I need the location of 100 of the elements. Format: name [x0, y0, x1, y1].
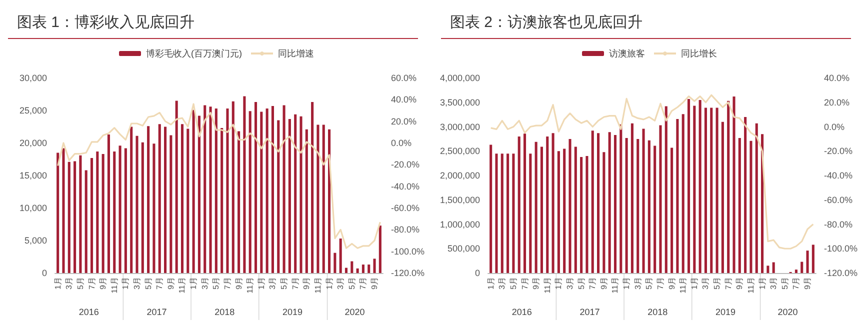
chart-title: 图表 1：博彩收入见底回升 [17, 14, 195, 31]
bar [141, 142, 144, 273]
x-tick-label: 7月 [222, 277, 232, 290]
x-tick-label: 5月 [76, 277, 85, 290]
x-tick-label: 3月 [769, 277, 778, 290]
bar [625, 138, 628, 273]
x-tick-label: 7月 [358, 277, 368, 290]
bar [568, 138, 572, 273]
bar [192, 110, 195, 273]
line-series [57, 103, 381, 249]
bar [512, 154, 515, 273]
y2-tick-label: 0.0% [391, 138, 412, 148]
bar [490, 144, 492, 273]
x-tick-label: 1月 [758, 277, 767, 290]
x-tick-label: 9月 [735, 277, 744, 290]
x-tick-label: 9月 [370, 277, 380, 290]
text: 2020 [344, 307, 365, 317]
y2-tick-label: -60.0% [824, 194, 853, 205]
text: 2016 [78, 307, 99, 317]
bar [147, 126, 150, 273]
bar [316, 124, 320, 273]
bar [62, 148, 65, 273]
y2-tick-label: 0.0% [824, 122, 845, 132]
bar [175, 100, 178, 273]
x-tick-label: 1月 [486, 277, 496, 290]
y-tick-label: 30,000 [19, 73, 47, 83]
bar [591, 130, 594, 273]
y2-tick-label: -100.0% [391, 246, 425, 256]
y2-tick-label: 60.0% [391, 73, 417, 83]
x-tick-label: 7月 [792, 277, 801, 290]
x-tick-label: 5月 [280, 277, 289, 290]
y2-tick-label: -60.0% [391, 203, 420, 213]
bar [563, 148, 566, 273]
bar [812, 244, 814, 273]
bar [580, 156, 583, 273]
text: 2017 [580, 307, 600, 317]
x-tick-label: 5月 [212, 277, 221, 290]
y-tick-label: 15,000 [19, 170, 47, 180]
chart-title: 图表 2：访澳旅客也见底回升 [450, 14, 643, 31]
x-tick-label: 9月 [234, 277, 244, 290]
x-tick-label: 5月 [644, 277, 654, 290]
x-tick-label: 5月 [712, 277, 722, 290]
bar [300, 116, 302, 273]
bar [90, 158, 94, 273]
x-tick-label: 11月 [110, 277, 119, 294]
bar [102, 154, 104, 273]
bar [506, 154, 510, 273]
x-tick-label: 5月 [780, 277, 790, 290]
y2-tick-label: -80.0% [824, 219, 853, 230]
x-tick-label: 1月 [690, 277, 699, 290]
bar [523, 134, 526, 273]
bar [204, 105, 206, 273]
x-tick-label: 11月 [313, 277, 322, 294]
y2-tick-label: 20.0% [391, 116, 417, 126]
bar [220, 128, 224, 273]
text: 2019 [716, 307, 736, 317]
bar [574, 146, 577, 273]
x-tick-label: 3月 [200, 277, 210, 290]
x-tick-label: 11月 [246, 277, 255, 294]
bar [238, 131, 240, 273]
x-tick-label: 1月 [622, 277, 632, 290]
legend-label: 同比增长 [681, 48, 717, 58]
y2-tick-label: 40.0% [824, 73, 850, 83]
x-tick-label: 3月 [701, 277, 710, 290]
bar [620, 124, 622, 273]
y-tick-label: 2,000,000 [440, 170, 480, 180]
bar [750, 140, 752, 273]
bar [687, 98, 690, 273]
x-tick-label: 5月 [508, 277, 518, 290]
bar [282, 105, 286, 273]
bar [288, 118, 291, 273]
x-tick-label: 3月 [268, 277, 278, 290]
bar [586, 156, 588, 273]
bar [648, 140, 650, 273]
bar [557, 151, 560, 273]
bar [130, 126, 133, 273]
bar [186, 128, 190, 273]
bar [766, 266, 770, 273]
bar [614, 135, 617, 273]
bar [124, 148, 127, 273]
bar [266, 108, 268, 273]
bar [356, 268, 359, 273]
bar [198, 116, 200, 273]
bar [721, 122, 724, 273]
y2-tick-label: -40.0% [824, 170, 853, 180]
x-tick-label: 7月 [520, 277, 530, 290]
bar [704, 108, 707, 273]
bar [79, 155, 82, 273]
bar [670, 148, 674, 273]
bar [642, 128, 645, 273]
bar [716, 108, 718, 273]
bar [243, 96, 246, 273]
bar [540, 146, 543, 273]
y2-tick-label: -100.0% [824, 244, 858, 254]
text: 2017 [146, 307, 167, 317]
x-tick-label: 7月 [588, 277, 598, 290]
bar [277, 120, 280, 273]
x-tick-label: 7月 [656, 277, 665, 290]
bar [552, 133, 554, 273]
bar [68, 162, 70, 273]
